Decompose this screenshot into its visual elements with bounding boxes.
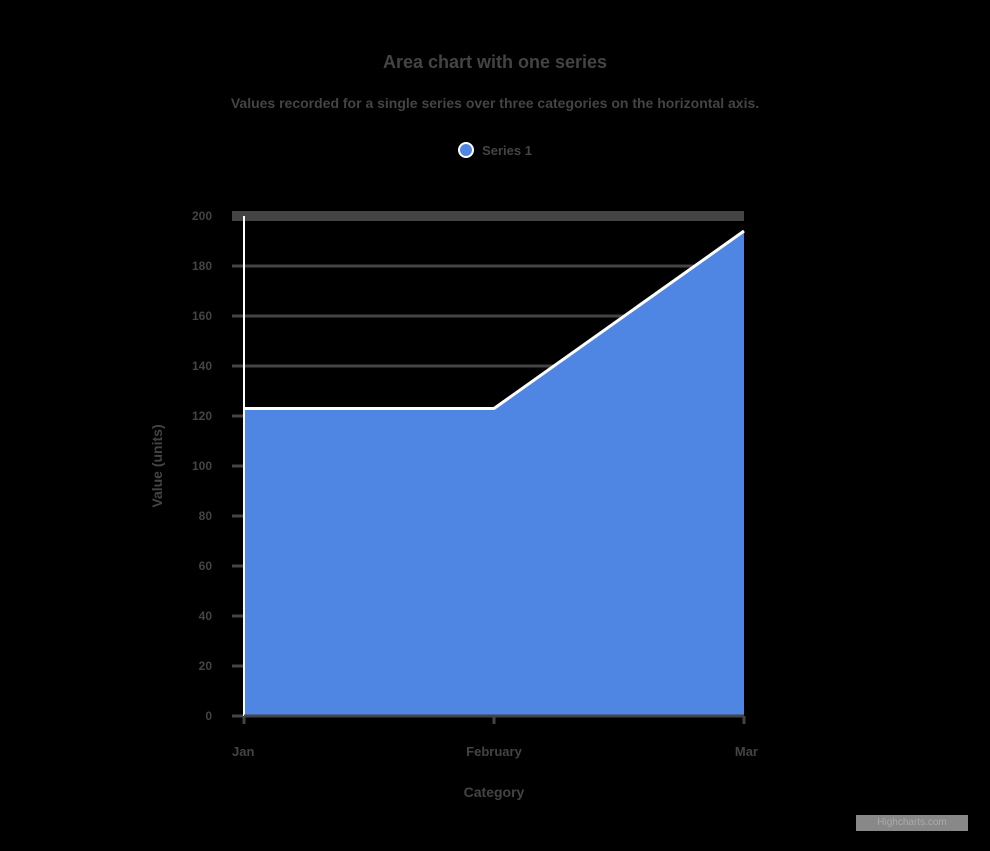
legend: Series 1 (0, 142, 990, 158)
y-tick-label: 140 (192, 359, 212, 373)
y-tick-label: 0 (205, 709, 212, 723)
y-tick-label: 120 (192, 409, 212, 423)
legend-item-label[interactable]: Series 1 (482, 142, 532, 158)
y-tick-label: 80 (199, 509, 213, 523)
chart-subtitle: Values recorded for a single series over… (230, 95, 760, 111)
y-tick-label: 20 (199, 659, 213, 673)
y-tick-label: 160 (192, 309, 212, 323)
y-tick-label: 180 (192, 259, 212, 273)
y-tick-label: 60 (199, 559, 213, 573)
x-tick-label: Mar (735, 744, 758, 759)
area-series[interactable] (244, 231, 744, 716)
legend-marker-icon (458, 142, 475, 158)
y-tick-label: 100 (192, 459, 212, 473)
chart-title: Area chart with one series (382, 52, 608, 72)
x-axis-title: Category (464, 784, 525, 800)
credit-label[interactable]: Highcharts.com (856, 815, 968, 831)
y-tick-label: 200 (192, 209, 212, 223)
x-tick-label: Jan (232, 744, 254, 759)
x-tick-label: February (466, 744, 522, 759)
y-tick-label: 40 (199, 609, 213, 623)
y-axis-title: Value (units) (149, 424, 165, 507)
series-line (244, 229, 745, 410)
